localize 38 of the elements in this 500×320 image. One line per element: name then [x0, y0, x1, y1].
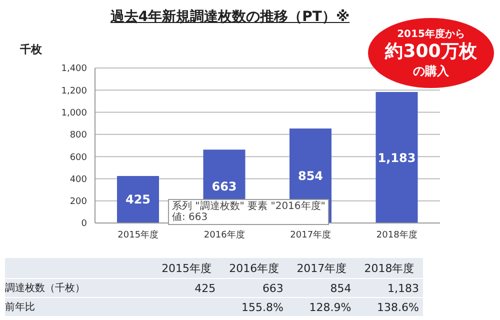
bar	[376, 92, 418, 223]
text: 663	[262, 282, 284, 294]
annotation: 系列 "調達枚数" 要素 "2016年度"	[172, 201, 326, 212]
chart-title: 過去4年新規調達枚数の推移（PT）※	[109, 8, 351, 26]
text: 前年比	[5, 300, 36, 314]
y-tick-label: 1,200	[61, 86, 88, 96]
y-tick-label: 400	[70, 174, 88, 185]
x-tick-label: 2016年度	[204, 229, 245, 240]
text: 155.8%	[240, 300, 284, 314]
y-tick-label: 0	[81, 219, 88, 230]
category-label: 2018年度	[364, 262, 414, 274]
bar	[117, 176, 159, 223]
data-label: 854	[298, 168, 324, 183]
data-label: 425	[125, 192, 151, 207]
text: 854	[330, 282, 352, 294]
y-axis-title: 千枚	[20, 42, 42, 57]
text: 2015年度から	[396, 27, 466, 41]
text: 1,183	[388, 282, 419, 294]
category-label: 2016年度	[229, 262, 280, 274]
data-label: 663	[212, 180, 237, 194]
y-tick-label: 200	[70, 197, 88, 208]
y-tick-label: 800	[70, 130, 88, 141]
y-tick-label: 600	[70, 152, 88, 163]
text: 138.6%	[376, 300, 420, 314]
category-label: 2017年度	[296, 262, 347, 274]
text: 調達枚数（千枚）	[5, 282, 86, 295]
annotation: 値: 663	[172, 212, 209, 223]
x-tick-label: 2015年度	[118, 229, 159, 240]
y-tick-label: 1,000	[61, 108, 88, 118]
x-tick-label: 2017年度	[290, 229, 332, 240]
category-label: 2015年度	[162, 262, 212, 274]
text: 128.9%	[308, 300, 352, 314]
data-label: 1,183	[378, 150, 416, 165]
text: 約300万枚	[384, 41, 478, 63]
y-tick-label: 1,400	[61, 64, 88, 74]
text: 425	[194, 282, 216, 294]
annotation: の購入	[412, 63, 450, 80]
x-tick-label: 2018年度	[376, 229, 418, 240]
